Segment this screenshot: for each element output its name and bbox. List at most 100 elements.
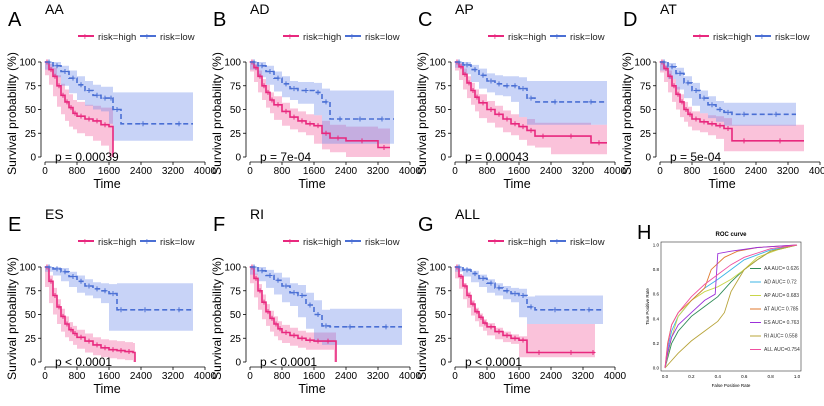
censor-mark [261,299,267,305]
censor-mark [717,123,723,129]
censor-mark [68,105,74,111]
legend-marker: + [697,32,703,43]
censor-mark [78,113,84,119]
legend-label-high: risk=high [98,32,136,43]
censor-mark [78,82,84,88]
censor-mark [504,332,510,338]
censor-mark [590,350,596,355]
censor-mark [458,274,464,279]
censor-mark [488,78,494,84]
censor-mark [110,291,116,297]
roc-x-axis-label: False Positive Rate [712,383,751,388]
y-tick-label: 25 [25,129,37,140]
x-tick-label: 2400 [745,166,768,177]
censor-mark [488,107,494,112]
y-tick-label: 75 [230,81,242,92]
ci-band-high [455,267,595,358]
censor-mark [102,95,108,101]
x-tick-label: 800 [479,166,496,177]
panel-title: RI [250,206,264,222]
censor-mark [462,71,468,77]
censor-mark [470,88,476,93]
censor-mark [86,88,92,93]
km-curve-low [660,61,796,116]
x-tick-label: 4000 [604,371,627,382]
km-panel-ri: F RI + risk=high + risk=low 0 25 50 75 100 0 800 1600… [210,206,422,396]
censor-mark [693,88,699,93]
censor-mark [568,133,574,139]
x-tick-label: 3200 [572,166,595,177]
legend-marker: + [554,32,560,43]
legend-label-high: risk=high [713,32,751,43]
panel-letter: C [418,9,432,31]
censor-mark [54,266,60,272]
censor-mark [504,83,510,89]
ci-band-high [250,267,336,362]
censor-mark [253,65,259,71]
y-tick-label: 25 [435,129,447,140]
censor-mark [528,304,534,310]
censor-mark [275,102,281,108]
censor-mark [456,264,462,270]
censor-mark [94,118,100,124]
legend-label-low: risk=low [160,32,195,43]
censor-mark [291,332,297,338]
x-tick-label: 4000 [604,166,627,177]
x-tick-label: 3200 [162,166,185,177]
censor-mark [323,130,329,136]
y-tick-label: 0 [440,358,446,369]
censor-mark [504,288,510,294]
x-axis-label: Time [93,177,120,191]
censor-mark [458,64,464,70]
ci-band-low [250,267,402,345]
censor-mark [269,97,275,103]
censor-mark [126,349,132,355]
x-tick-label: 2400 [335,371,358,382]
censor-mark [552,307,558,313]
censor-mark [478,314,484,320]
censor-mark [307,337,313,343]
roc-title: ROC curve [715,232,747,238]
censor-mark [52,73,58,79]
censor-mark [472,271,478,277]
legend-label-high: risk=high [303,32,341,43]
roc-curve [664,244,798,369]
x-tick-label: 800 [69,371,86,382]
censor-mark [275,75,281,81]
roc-x-tick-label: 0.0 [662,374,669,379]
y-tick-label: 75 [640,81,652,92]
censor-mark [118,307,124,313]
legend-label-low: risk=low [160,237,195,248]
y-tick-label: 75 [230,286,242,297]
censor-mark [114,107,120,112]
roc-legend-label: AD AUC= 0.72 [764,280,797,286]
x-tick-label: 800 [274,371,291,382]
x-tick-label: 0 [657,166,663,177]
y-axis-label: Survival probability (%) [5,257,19,380]
panel-title: AA [45,1,64,17]
censor-mark [64,321,70,327]
ci-band-high [660,62,804,152]
legend: + risk=high + risk=low [78,32,195,43]
censor-mark [512,335,518,341]
roc-x-tick-label: 0.2 [688,374,695,379]
censor-mark [283,330,289,336]
y-tick-label: 100 [429,263,446,274]
x-axis-label: Time [503,382,530,396]
legend: + risk=high + risk=low [488,237,605,248]
x-tick-label: 2400 [540,166,563,177]
censor-mark [741,138,747,144]
legend: + risk=high + risk=low [78,237,195,248]
censor-mark [335,135,341,141]
censor-mark [86,283,92,289]
censor-mark [472,67,478,73]
p-value: p = 5e-04 [670,150,721,164]
censor-mark [520,86,526,92]
x-axis-label: Time [93,382,120,396]
censor-mark [661,59,667,65]
p-value: p < 0.0001 [260,355,317,369]
y-axis-label: Survival probability (%) [620,52,634,175]
y-tick-label: 0 [645,153,651,164]
y-tick-label: 25 [230,334,242,345]
